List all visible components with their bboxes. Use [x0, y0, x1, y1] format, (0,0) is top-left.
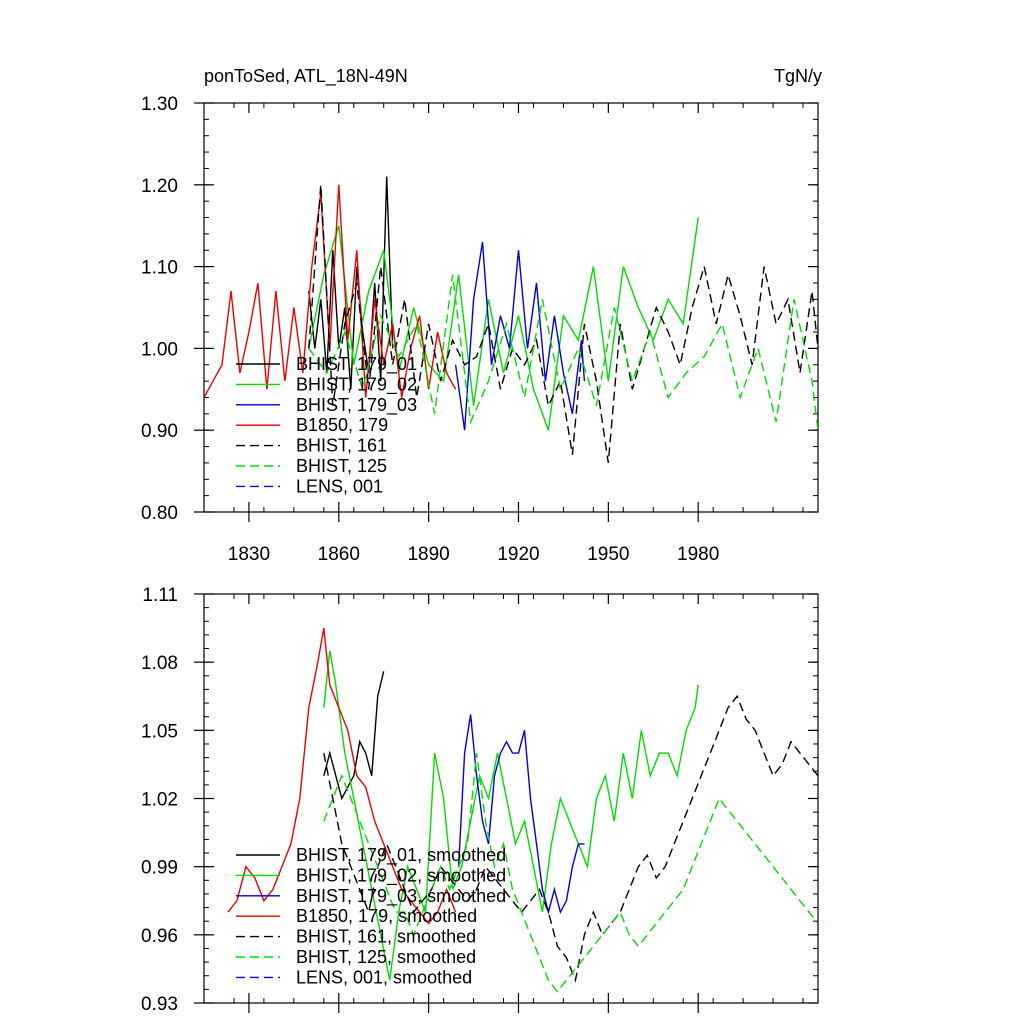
- legend-label: BHIST, 179_03, smoothed: [296, 886, 506, 907]
- series-line: [308, 184, 818, 464]
- legend-label: BHIST, 179_01, smoothed: [296, 845, 506, 866]
- legend-label: B1850, 179, smoothed: [296, 906, 477, 926]
- bottom-panel: 0.93 0.96 0.99 1.02 1.05 1.08 1.11 BHIST, 179_0…: [141, 585, 819, 1015]
- top-panel: 0.80 0.90 1.00 1.10 1.20 1.30 1830 1860 1890 1920…: [141, 94, 819, 565]
- legend-label: BHIST, 125, smoothed: [296, 947, 476, 967]
- x-tick-label: 1950: [587, 544, 629, 565]
- series-line: [323, 694, 818, 983]
- x-tick-label: 1980: [677, 544, 719, 565]
- series-line: [323, 753, 818, 993]
- y-tick-label: 1.08: [141, 653, 178, 674]
- series-line: [323, 650, 699, 981]
- x-tick-label: 1860: [318, 544, 360, 565]
- legend-label: BHIST, 161: [296, 436, 387, 456]
- y-tick-label: 0.90: [141, 421, 178, 442]
- y-tick-label: 1.02: [141, 790, 178, 811]
- legend-label: BHIST, 125: [296, 456, 387, 476]
- legend-label: B1850, 179: [296, 415, 388, 435]
- x-tick-label: 1890: [407, 544, 449, 565]
- legend-label: BHIST, 179_02, smoothed: [296, 865, 506, 886]
- legend-label: BHIST, 179_03: [296, 395, 417, 416]
- x-tick-label: 1920: [497, 544, 539, 565]
- y-tick-label: 1.05: [141, 721, 178, 742]
- y-tick-label: 0.96: [141, 926, 178, 947]
- series-line: [308, 176, 394, 390]
- legend-label: BHIST, 179_02: [296, 374, 417, 395]
- y-tick-label: 1.20: [141, 176, 178, 197]
- series-line: [308, 274, 818, 431]
- plot-frame: [203, 102, 819, 513]
- legend-label: BHIST, 161, smoothed: [296, 927, 476, 947]
- units-label: TgN/y: [774, 66, 822, 86]
- series-line: [457, 714, 585, 915]
- legend-label: LENS, 001: [296, 476, 383, 496]
- y-tick-label: 1.11: [142, 585, 178, 606]
- y-tick-label: 1.00: [141, 339, 178, 360]
- y-tick-label: 0.80: [141, 503, 178, 524]
- x-tick-label: 1830: [228, 544, 270, 565]
- y-tick-label: 0.93: [141, 994, 178, 1015]
- series-line: [308, 217, 699, 431]
- y-tick-label: 1.10: [141, 258, 178, 279]
- series-line: [323, 671, 385, 801]
- legend-label: LENS, 001, smoothed: [296, 967, 472, 987]
- chart-title: ponToSed, ATL_18N-49N: [204, 66, 408, 87]
- legend-label: BHIST, 179_01: [296, 354, 417, 375]
- y-tick-label: 0.99: [141, 858, 178, 879]
- y-tick-label: 1.30: [141, 94, 178, 115]
- series-line: [454, 241, 586, 431]
